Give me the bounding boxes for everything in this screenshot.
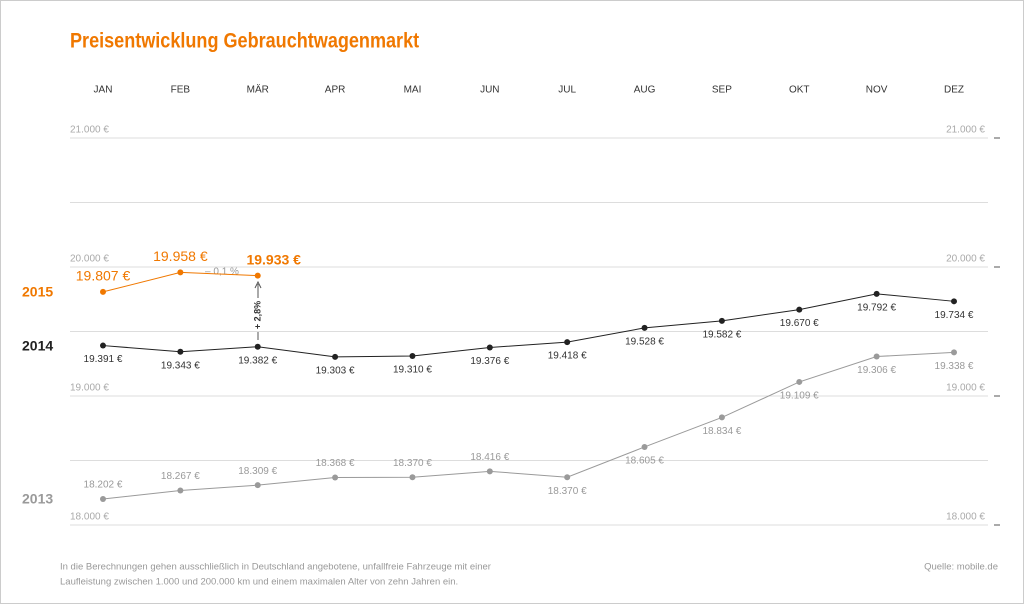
- y-tick-label: 21.000 €: [70, 125, 109, 136]
- point: [177, 348, 184, 355]
- data-label: 18.309 €: [238, 466, 277, 477]
- data-label: 19.109 €: [780, 391, 819, 402]
- point: [100, 495, 106, 502]
- data-label: 19.792 €: [857, 302, 896, 313]
- series-label: 2015: [22, 284, 53, 300]
- data-label: 18.605 €: [625, 456, 664, 467]
- line: [102, 351, 955, 500]
- data-label: 19.306 €: [857, 365, 896, 376]
- point: [796, 378, 803, 385]
- point: [254, 343, 261, 350]
- point: [718, 414, 725, 421]
- point: [718, 317, 725, 324]
- data-label: 18.370 €: [393, 458, 432, 469]
- y-tick-label: 19.000 €: [70, 383, 109, 394]
- point: [486, 468, 493, 475]
- x-tick-label: APR: [325, 85, 346, 96]
- x-tick-label: SEP: [712, 85, 732, 96]
- data-label: 19.310 €: [393, 365, 432, 376]
- x-tick-label: AUG: [634, 85, 656, 96]
- series-label: 2013: [22, 491, 53, 507]
- data-label: 19.670 €: [780, 318, 819, 329]
- y-tick-label: 18.000 €: [70, 512, 109, 523]
- point: [564, 339, 571, 346]
- chart-title: Preisentwicklung Gebrauchtwagenmarkt: [70, 29, 420, 53]
- data-label: 18.368 €: [316, 458, 355, 469]
- point: [873, 353, 880, 360]
- point: [254, 272, 261, 279]
- y-tick-label: 21.000 €: [946, 125, 985, 136]
- x-tick-label: JUL: [558, 85, 576, 96]
- x-tick-label: FEB: [171, 85, 191, 96]
- point: [796, 306, 803, 313]
- point: [641, 443, 648, 450]
- data-label: 18.267 €: [161, 471, 200, 482]
- x-tick-label: DEZ: [944, 85, 964, 96]
- point: [409, 474, 416, 481]
- point: [177, 487, 184, 494]
- y-tick-label: 20.000 €: [70, 254, 109, 265]
- data-label: 18.202 €: [84, 480, 123, 491]
- point: [486, 344, 493, 351]
- point: [409, 353, 416, 360]
- point: [332, 474, 339, 481]
- line: [102, 293, 955, 358]
- data-label: 18.416 €: [470, 452, 509, 463]
- footnote: Laufleistung zwischen 1.000 und 200.000 …: [60, 577, 458, 588]
- x-tick-label: JUN: [480, 85, 499, 96]
- data-label: 19.376 €: [470, 356, 509, 367]
- data-label: 19.958 €: [153, 248, 208, 264]
- data-label: 18.834 €: [702, 426, 741, 437]
- data-label: 19.391 €: [84, 354, 123, 365]
- x-tick-label: NOV: [866, 85, 888, 96]
- data-label: 19.528 €: [625, 337, 664, 348]
- annotation: + 2,8%: [252, 301, 262, 329]
- point: [641, 324, 648, 331]
- series-label: 2014: [22, 337, 53, 353]
- point: [254, 482, 261, 489]
- data-label: 19.582 €: [702, 330, 741, 341]
- data-label: 19.382 €: [238, 355, 277, 366]
- data-label: 19.343 €: [161, 360, 200, 371]
- point: [951, 349, 957, 356]
- data-label: 18.370 €: [548, 486, 587, 497]
- data-label: 19.734 €: [935, 310, 974, 321]
- annotation: – 0,1 %: [205, 267, 239, 278]
- point: [177, 269, 184, 276]
- footnote: In die Berechnungen gehen ausschließlich…: [60, 562, 491, 573]
- x-tick-label: OKT: [789, 85, 810, 96]
- point: [100, 288, 106, 295]
- x-tick-label: MÄR: [247, 84, 269, 96]
- point: [100, 342, 106, 349]
- data-label: 19.303 €: [316, 366, 355, 377]
- point: [564, 474, 571, 481]
- x-tick-label: JAN: [94, 85, 113, 96]
- arrow-label-bg: [250, 298, 266, 332]
- data-label: 19.933 €: [246, 251, 301, 267]
- x-tick-label: MAI: [404, 85, 422, 96]
- arrow-head: [254, 280, 262, 289]
- y-tick-label: 18.000 €: [946, 512, 985, 523]
- y-tick-label: 20.000 €: [946, 254, 985, 265]
- point: [332, 353, 339, 360]
- data-label: 19.418 €: [548, 351, 587, 362]
- y-tick-label: 19.000 €: [946, 383, 985, 394]
- data-label: 19.338 €: [935, 361, 974, 372]
- source: Quelle: mobile.de: [924, 562, 998, 573]
- point: [951, 298, 957, 305]
- data-label: 19.807 €: [76, 268, 131, 284]
- point: [873, 290, 880, 297]
